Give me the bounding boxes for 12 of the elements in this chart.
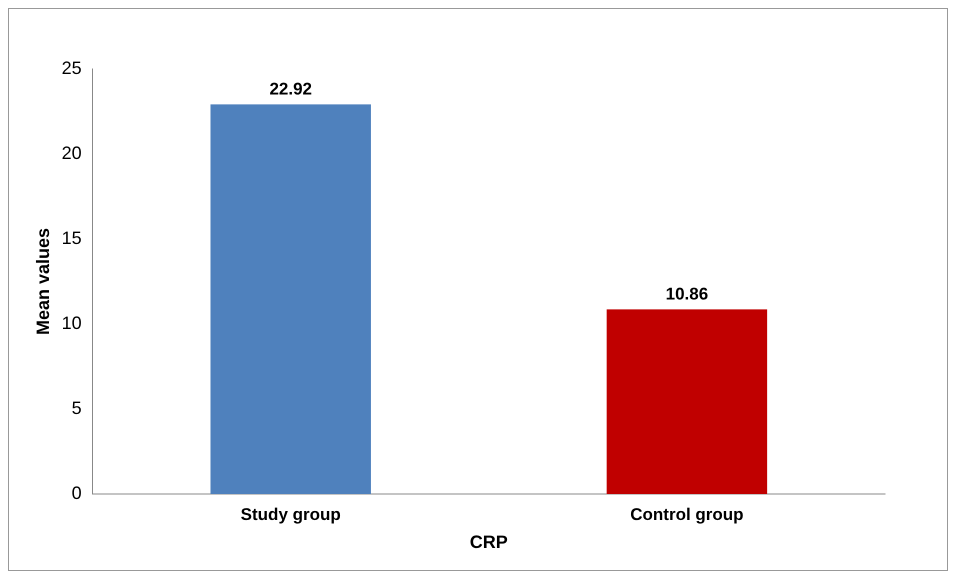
x-tick-label: Control group xyxy=(630,504,744,524)
y-tick-label: 0 xyxy=(72,482,82,503)
y-axis-title: Mean values xyxy=(32,228,53,336)
y-tick-label: 5 xyxy=(72,398,82,418)
data-label: 22.92 xyxy=(269,80,312,99)
y-tick-label: 15 xyxy=(62,228,82,248)
x-axis-title: CRP xyxy=(470,532,508,552)
x-tick-label: Study group xyxy=(240,504,341,524)
y-tick-label: 10 xyxy=(62,312,82,333)
data-label: 10.86 xyxy=(666,284,708,304)
y-tick-label: 25 xyxy=(62,58,82,78)
y-tick-label: 20 xyxy=(62,142,82,163)
